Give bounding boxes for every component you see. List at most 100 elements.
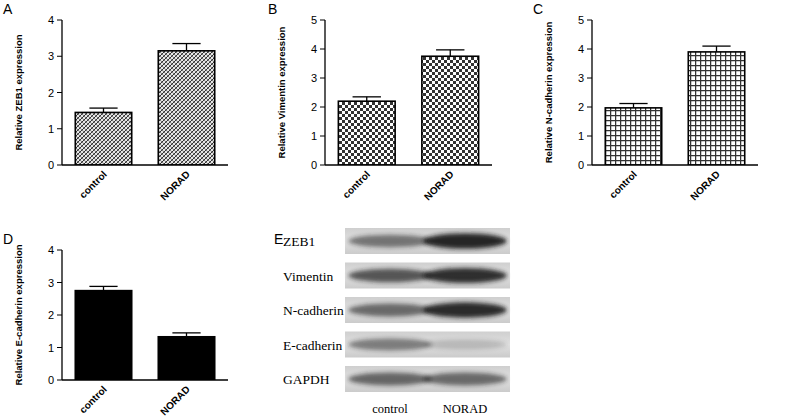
chart-panel: BRelative Vimentin expression012345contr… — [268, 1, 492, 202]
marks — [75, 44, 214, 165]
bar — [75, 112, 131, 165]
blot-strip — [345, 332, 510, 358]
tick-label: 2 — [48, 309, 54, 321]
tick-mark — [320, 49, 325, 50]
x-axis — [62, 379, 228, 380]
chart-panel: ARelative ZEB1 expression01234controlNOR… — [3, 1, 228, 202]
tick-mark — [57, 315, 62, 316]
tick-mark — [587, 165, 592, 166]
tick-label: 1 — [578, 130, 584, 142]
panel-letter: C — [533, 1, 543, 17]
bar — [158, 51, 214, 165]
tick-mark — [320, 136, 325, 137]
x-axis — [325, 164, 492, 165]
tick-label: 0 — [578, 159, 584, 171]
bar — [158, 337, 214, 380]
tick-label: 5 — [311, 14, 317, 26]
tick-mark — [320, 165, 325, 166]
category-label: NORAD — [688, 169, 722, 203]
blot-band — [348, 235, 432, 247]
error-bar — [619, 104, 647, 108]
tick-label: 2 — [578, 101, 584, 113]
tick-label: 0 — [48, 159, 54, 171]
error-cap — [436, 49, 464, 50]
error-stem — [450, 50, 451, 56]
bar — [422, 56, 479, 165]
tick-label: 1 — [48, 342, 54, 354]
tick-label: 2 — [48, 87, 54, 99]
row-label: E-cadherin — [283, 338, 342, 353]
tick-label: 4 — [578, 43, 584, 55]
error-bar — [89, 286, 117, 290]
tick-label: 3 — [578, 72, 584, 84]
category-label: control — [340, 168, 372, 200]
tick-mark — [57, 347, 62, 348]
panel-letter: A — [3, 1, 13, 17]
error-cap — [619, 103, 647, 104]
y-axis — [591, 20, 592, 165]
bar — [338, 101, 395, 165]
row-label: N-cadherin — [283, 303, 344, 318]
blot-band — [348, 373, 432, 386]
x-axis — [592, 164, 758, 165]
bar — [75, 291, 131, 380]
tick-mark — [57, 20, 62, 21]
category-label: control — [77, 168, 109, 200]
error-bar — [353, 97, 381, 101]
tick-mark — [587, 136, 592, 137]
tick-mark — [57, 282, 62, 283]
tick-label: 2 — [311, 101, 317, 113]
tick-mark — [320, 107, 325, 108]
blot-band — [423, 302, 507, 317]
lane-label: NORAD — [443, 402, 487, 416]
row-label: GAPDH — [283, 372, 330, 387]
tick-label: 5 — [578, 14, 584, 26]
tick-label: 3 — [311, 72, 317, 84]
row-label: Vimentin — [283, 269, 333, 284]
blot-strip — [345, 297, 510, 323]
blot-strip — [345, 263, 510, 289]
error-cap — [172, 332, 200, 333]
chart-panel: DRelative E-cadherin expression01234cont… — [3, 231, 228, 417]
blot-band — [423, 233, 507, 249]
tick-mark — [587, 78, 592, 79]
tick-label: 1 — [48, 123, 54, 135]
error-stem — [186, 44, 187, 51]
panel-letter: B — [268, 1, 277, 17]
category-label: control — [77, 383, 109, 415]
chart-panel: CRelative N-cadherin expression012345con… — [533, 1, 758, 202]
blot-band — [348, 339, 432, 351]
axis-label: Relative N-cadherin expression — [543, 22, 554, 164]
category-label: NORAD — [422, 169, 456, 203]
tick-mark — [57, 128, 62, 129]
y-axis — [61, 20, 62, 165]
bar — [688, 52, 744, 165]
tick-label: 0 — [48, 374, 54, 386]
error-bar — [172, 44, 200, 51]
blot-band — [348, 269, 432, 283]
y-axis — [61, 250, 62, 380]
tick-mark — [320, 78, 325, 79]
error-bar — [89, 108, 117, 112]
axis-label: Relative Vimentin expression — [276, 26, 287, 158]
error-bar — [702, 46, 730, 52]
axis-label: Relative ZEB1 expression — [13, 34, 24, 150]
tick-mark — [57, 165, 62, 166]
blot-band — [423, 340, 507, 350]
panel-letter: D — [3, 231, 13, 247]
error-cap — [172, 43, 200, 44]
tick-mark — [57, 92, 62, 93]
tick-label: 3 — [48, 277, 54, 289]
blot-band — [348, 304, 432, 317]
tick-mark — [57, 250, 62, 251]
axis-label: Relative E-cadherin expression — [13, 244, 24, 385]
error-cap — [702, 45, 730, 46]
tick-mark — [587, 49, 592, 50]
panel-letter: E — [274, 231, 283, 247]
tick-label: 3 — [48, 50, 54, 62]
error-stem — [103, 108, 104, 112]
category-label: NORAD — [158, 169, 192, 203]
tick-label: 0 — [311, 159, 317, 171]
category-label: NORAD — [158, 384, 192, 418]
blot-panel: EZEB1VimentinN-cadherinE-cadherinGAPDHco… — [274, 228, 510, 416]
